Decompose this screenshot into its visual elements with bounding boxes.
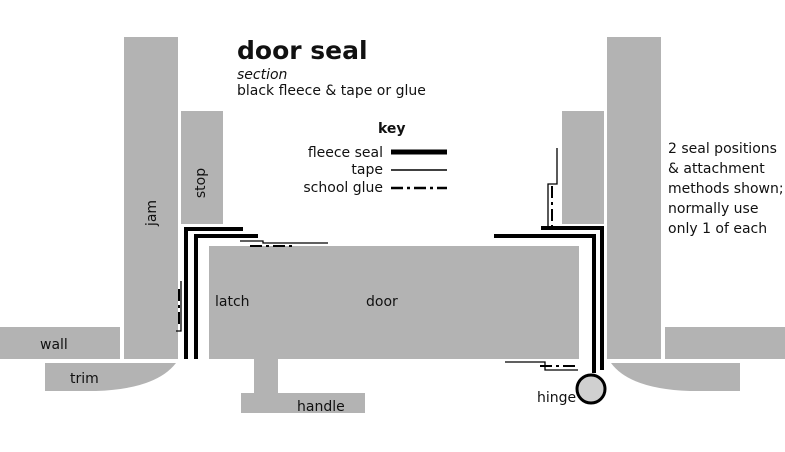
hinge-icon: [575, 373, 607, 405]
wall-label: wall: [40, 337, 68, 353]
left-wall: [0, 327, 120, 359]
door: [209, 246, 579, 359]
hinge-label: hinge: [537, 390, 576, 406]
handle-stem: [254, 359, 278, 393]
left-tape-jamb: [176, 281, 182, 332]
note-line-4: normally use: [668, 201, 758, 217]
right-jamb: [607, 37, 661, 359]
diagram-description: black fleece & tape or glue: [237, 83, 426, 99]
left-trim: [45, 363, 176, 391]
left-seal-group: [176, 227, 328, 359]
note-line-2: & attachment: [668, 161, 765, 177]
right-stop: [562, 111, 604, 224]
note-line-1: 2 seal positions: [668, 141, 777, 157]
right-trim: [611, 363, 740, 391]
latch-label: latch: [215, 294, 250, 310]
diagram-subtitle: section: [237, 67, 287, 83]
note-line-5: only 1 of each: [668, 221, 767, 237]
left-stop: [181, 111, 223, 224]
key-heading: key: [378, 121, 406, 137]
note-line-3: methods shown;: [668, 181, 784, 197]
left-fleece-seal-outer: [184, 227, 243, 359]
stop-label: stop: [193, 168, 209, 198]
right-fleece-seal-inner: [541, 226, 604, 370]
key-legend: key fleece seal tape school glue: [303, 121, 447, 196]
note-text: 2 seal positions & attachment methods sh…: [668, 141, 784, 237]
key-label-glue: school glue: [303, 180, 383, 196]
right-fleece-seal-outer: [494, 234, 596, 373]
trim-label: trim: [70, 371, 99, 387]
left-fleece-seal-inner: [194, 234, 258, 359]
jamb-label: jam: [144, 200, 160, 227]
diagram-title: door seal: [237, 36, 368, 65]
handle-label: handle: [297, 399, 345, 415]
left-jamb: [124, 37, 178, 359]
right-seal-group: [494, 148, 604, 373]
left-tape-door: [240, 240, 328, 244]
handle-grip: [241, 393, 365, 413]
key-label-fleece: fleece seal: [308, 145, 383, 161]
door-label: door: [366, 294, 398, 310]
right-tape-stop: [547, 148, 558, 226]
key-label-tape: tape: [351, 162, 383, 178]
right-wall: [665, 327, 785, 359]
